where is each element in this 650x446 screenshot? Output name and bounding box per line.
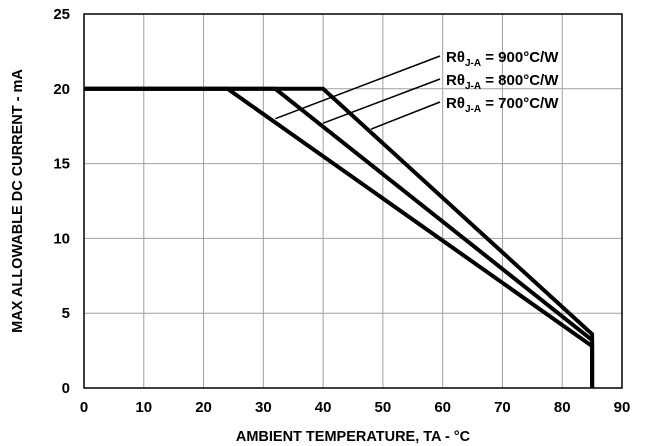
x-tick-label: 20 bbox=[195, 399, 212, 416]
plot-area bbox=[84, 14, 622, 388]
x-tick-label: 30 bbox=[255, 399, 272, 416]
x-tick-label: 10 bbox=[135, 399, 152, 416]
leader-line-1 bbox=[275, 55, 441, 120]
y-tick-label: 25 bbox=[53, 6, 70, 23]
y-tick-label: 10 bbox=[53, 230, 70, 247]
legend-label-3: RθJ-A = 700°C/W bbox=[446, 95, 559, 115]
leader-line-2 bbox=[322, 78, 441, 124]
legend-label-1: RθJ-A = 900°C/W bbox=[446, 49, 559, 69]
legend-label-2: RθJ-A = 800°C/W bbox=[446, 72, 559, 92]
leader-lines bbox=[275, 55, 441, 130]
y-axis-title: MAX ALLOWABLE DC CURRENT - mA bbox=[10, 69, 26, 333]
x-axis-title: AMBIENT TEMPERATURE, TA - °C bbox=[236, 429, 471, 445]
y-tick-labels: 0 5 10 15 20 25 bbox=[53, 6, 70, 397]
y-tick-label: 20 bbox=[53, 81, 70, 98]
y-tick-label: 0 bbox=[62, 380, 70, 397]
x-tick-label: 50 bbox=[375, 399, 392, 416]
x-tick-label: 80 bbox=[554, 399, 571, 416]
x-tick-label: 0 bbox=[80, 399, 88, 416]
x-tick-label: 70 bbox=[494, 399, 511, 416]
x-tick-labels: 0 10 20 30 40 50 60 70 80 90 bbox=[80, 399, 631, 416]
y-tick-label: 15 bbox=[53, 156, 70, 173]
x-tick-label: 90 bbox=[614, 399, 631, 416]
plot-frame bbox=[83, 13, 623, 389]
y-tick-label: 5 bbox=[62, 305, 70, 322]
series-lines bbox=[84, 86, 595, 388]
leader-line-3 bbox=[370, 101, 441, 130]
x-tick-label: 60 bbox=[434, 399, 451, 416]
series-line-3 bbox=[84, 86, 595, 388]
x-tick-label: 40 bbox=[315, 399, 332, 416]
legend: RθJ-A = 900°C/W RθJ-A = 800°C/W RθJ-A = 70… bbox=[446, 49, 559, 115]
